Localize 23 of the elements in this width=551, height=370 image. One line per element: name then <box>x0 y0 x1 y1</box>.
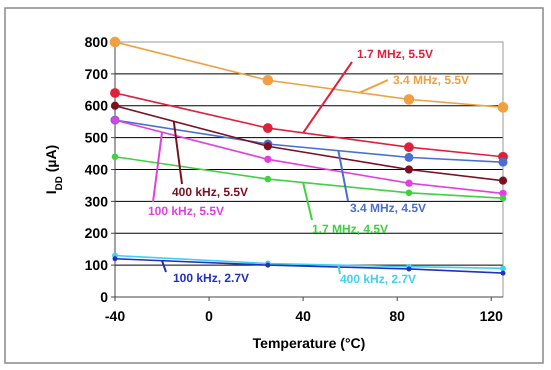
x-tick-label: 120 <box>480 308 504 324</box>
y-tick-label: 600 <box>84 98 108 114</box>
annotation: 3.4 MHz, 5.5V <box>393 73 470 87</box>
x-tick-label: 0 <box>205 308 214 324</box>
y-tick-label: 700 <box>84 66 108 82</box>
annotation: 400 kHz, 5.5V <box>172 185 248 199</box>
y-tick-label: 300 <box>84 193 108 210</box>
x-tick-label: -40 <box>104 308 126 324</box>
y-tick-label: 400 <box>84 161 108 178</box>
annotation: 1.7 MHz, 4.5V <box>312 222 388 236</box>
x-tick-label: 80 <box>389 308 406 324</box>
annotation: 3.4 MHz, 4.5V <box>350 201 426 215</box>
annotation: 100 kHz, 2.7V <box>173 271 250 285</box>
y-tick-label: 200 <box>84 225 108 242</box>
y-tick-label: 500 <box>84 130 108 146</box>
x-tick-label: 40 <box>295 308 312 324</box>
annotation: 100 kHz, 5.5V <box>148 204 224 218</box>
y-tick-label: 100 <box>84 257 108 274</box>
y-tick-label: 0 <box>100 288 108 305</box>
annotation: 400 kHz, 2.7V <box>340 272 416 286</box>
y-tick-label: 800 <box>84 34 108 50</box>
x-axis-title: Temperature (°C) <box>252 335 366 351</box>
annotation: 1.7 MHz, 5.5V <box>357 47 434 61</box>
